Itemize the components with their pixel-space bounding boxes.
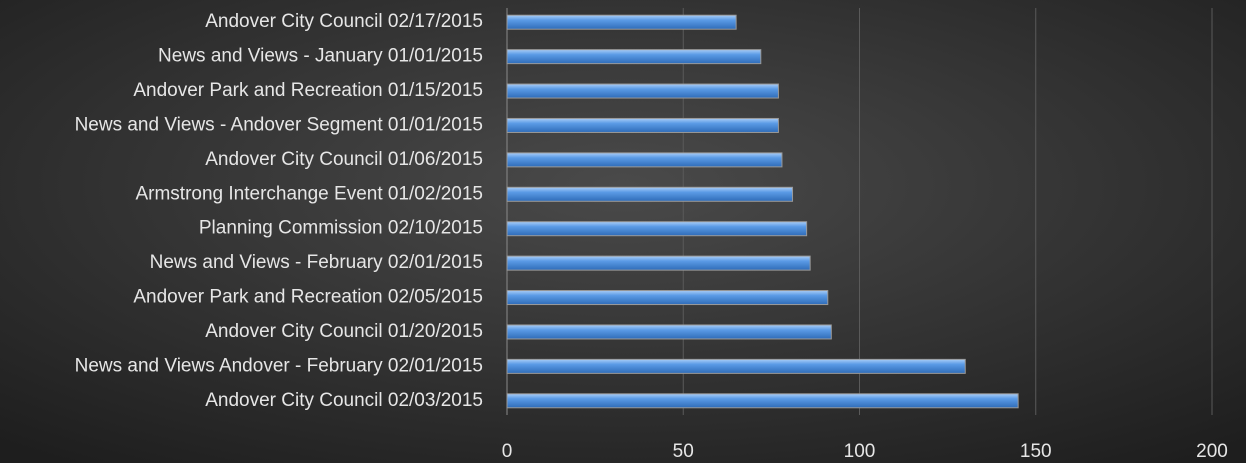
y-tick-label: Andover City Council 01/20/2015	[205, 321, 483, 342]
bar	[506, 117, 779, 133]
bar	[506, 324, 832, 340]
bar	[506, 358, 966, 374]
y-tick-label: Planning Commission 02/10/2015	[199, 218, 483, 239]
x-tick-label: 200	[1196, 441, 1228, 462]
bar	[506, 186, 794, 202]
y-tick-label: Andover Park and Recreation 01/15/2015	[133, 80, 483, 101]
bar	[506, 49, 762, 65]
bar	[506, 221, 808, 237]
x-tick-label: 0	[502, 441, 513, 462]
y-tick-label: Andover City Council 02/17/2015	[205, 11, 483, 32]
y-tick-label: Andover City Council 02/03/2015	[205, 390, 483, 411]
bar	[506, 14, 737, 30]
y-tick-label: Andover Park and Recreation 02/05/2015	[133, 287, 483, 308]
y-tick-label: News and Views - Andover Segment 01/01/2…	[75, 114, 483, 135]
y-tick-label: Andover City Council 01/06/2015	[205, 149, 483, 170]
y-tick-label: Armstrong Interchange Event 01/02/2015	[135, 183, 483, 204]
bar	[506, 290, 829, 306]
bar	[506, 83, 779, 99]
bar	[506, 255, 811, 271]
bar	[506, 393, 1019, 409]
y-tick-label: News and Views Andover - February 02/01/…	[75, 355, 483, 376]
y-tick-label: News and Views - January 01/01/2015	[158, 46, 483, 67]
y-tick-label: News and Views - February 02/01/2015	[150, 252, 483, 273]
x-tick-label: 150	[1020, 441, 1052, 462]
x-tick-label: 50	[673, 441, 694, 462]
x-tick-label: 100	[844, 441, 876, 462]
bar	[506, 152, 783, 168]
